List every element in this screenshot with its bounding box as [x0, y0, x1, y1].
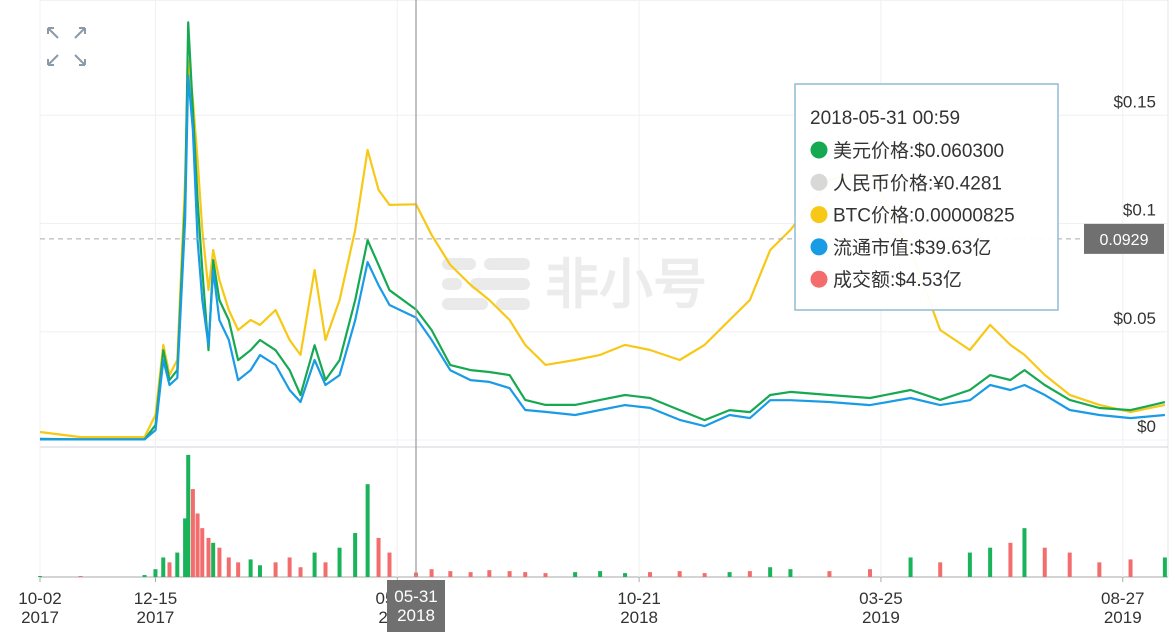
crosshair-x-label: 05-31 2018 — [394, 587, 437, 625]
volume-bar — [1128, 559, 1133, 577]
volume-bar — [217, 547, 222, 577]
volume-bar — [1042, 547, 1047, 577]
volume-bar — [312, 552, 317, 577]
y-tick-label: $0.1 — [1123, 201, 1156, 220]
volume-bar — [623, 573, 628, 577]
volume-bar — [967, 552, 972, 577]
volume-bar — [298, 567, 303, 577]
volume-bar — [573, 572, 578, 577]
volume-bar — [78, 576, 83, 577]
volume-bar — [988, 547, 993, 577]
expand-icon[interactable] — [47, 27, 86, 66]
tooltip-dot — [810, 173, 828, 191]
volume-bar — [487, 570, 492, 577]
volume-bar — [429, 569, 434, 577]
volume-bar — [1008, 542, 1013, 577]
tooltip-item: 成交额:$4.53亿 — [833, 269, 962, 291]
volume-bar — [195, 513, 200, 577]
tooltip-box — [794, 83, 1059, 311]
volume-bar — [387, 552, 392, 577]
volume-bar — [523, 572, 528, 577]
tooltip-time: 2018-05-31 00:59 — [810, 108, 960, 129]
volume-bar — [868, 569, 873, 577]
volume-bar — [376, 537, 381, 577]
price-line — [39, 21, 1166, 441]
volume-bar — [175, 552, 180, 577]
volume-bar — [598, 571, 603, 577]
tooltip-item: 人民币价格:¥0.4281 — [833, 172, 1002, 194]
x-tick-label: 03-25 2019 — [859, 589, 902, 627]
volume-bar — [323, 562, 328, 577]
tooltip-dot — [810, 206, 828, 224]
volume-bar — [507, 571, 512, 577]
x-tick-label: 12-15 2017 — [134, 589, 177, 627]
volume-bar — [287, 557, 292, 577]
volume-bar — [908, 557, 913, 577]
volume-bar — [648, 572, 653, 577]
volume-bar — [543, 573, 548, 577]
volume-bar — [161, 557, 166, 577]
volume-bar — [248, 559, 253, 577]
volume-bar — [186, 454, 191, 577]
tooltip-dot — [810, 238, 828, 256]
volume-bar — [337, 547, 342, 577]
volume-bar — [1067, 552, 1072, 577]
volume-bar — [677, 571, 682, 577]
y-tick-label: $0.15 — [1113, 92, 1156, 111]
volume-bar — [1097, 562, 1102, 577]
volume-bar — [468, 572, 473, 577]
tooltip-item: 美元价格:$0.060300 — [833, 140, 1004, 162]
volume-bar — [827, 571, 832, 577]
crosshair-x-box — [387, 580, 445, 632]
y-tick-label: $0 — [1137, 417, 1156, 436]
y-tick-label: $0.05 — [1113, 309, 1156, 328]
volume-bar — [727, 572, 732, 577]
volume-bar — [167, 562, 172, 577]
volume-bar — [702, 573, 707, 577]
price-line — [40, 74, 1165, 441]
x-tick-label: 10-21 2018 — [617, 589, 660, 627]
x-tick-label: 10-02 2017 — [18, 589, 61, 627]
watermark: 非小号 — [545, 255, 707, 315]
volume-bar — [257, 565, 262, 577]
volume-bar — [236, 562, 241, 577]
volume-bar — [226, 557, 231, 577]
volume-bar — [211, 542, 216, 577]
x-tick-label: 08-27 2019 — [1101, 589, 1144, 627]
tooltip-item: 流通市值:$39.63亿 — [833, 237, 991, 259]
volume-bar — [1162, 557, 1167, 577]
tooltip-dot — [810, 141, 828, 159]
volume-bar — [365, 484, 370, 577]
volume-bar — [38, 576, 42, 577]
volume-bar — [938, 562, 943, 577]
volume-bar — [747, 571, 752, 577]
volume-bar — [448, 571, 453, 577]
tooltip-dot — [810, 270, 828, 288]
watermark-logo — [442, 258, 530, 310]
tooltip-item: BTC价格:0.00000825 — [833, 205, 1015, 227]
volume-bar — [190, 489, 195, 577]
volume-bar — [353, 533, 358, 577]
crosshair-y-label: 0.0929 — [1100, 232, 1149, 249]
crosshair-y-box — [1084, 223, 1164, 254]
volume-bar — [206, 537, 211, 577]
volume-bar — [788, 569, 793, 577]
volume-bar — [1022, 528, 1027, 577]
volume-bar — [183, 518, 188, 577]
volume-bar — [768, 567, 773, 577]
volume-bar — [200, 528, 205, 577]
volume-bar — [273, 562, 278, 577]
volume-bar — [153, 569, 158, 577]
volume-bar — [142, 575, 147, 577]
